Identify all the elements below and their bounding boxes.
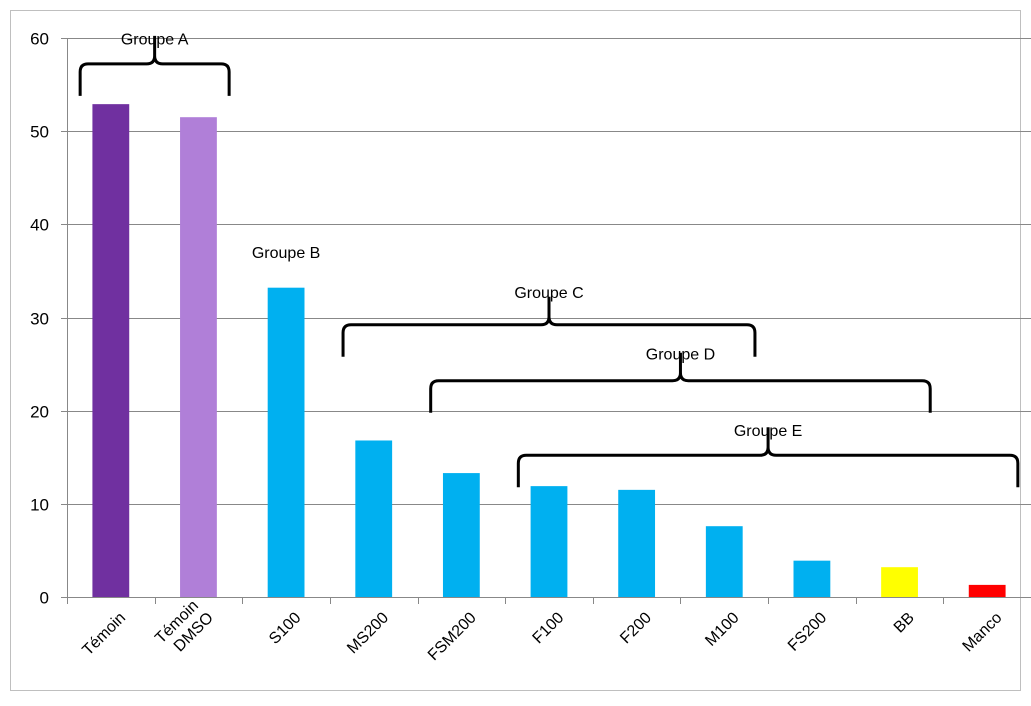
group-label: Groupe B xyxy=(252,245,320,262)
group-label: Groupe E xyxy=(734,423,802,440)
bar xyxy=(267,287,305,597)
bars xyxy=(92,104,1006,598)
bar xyxy=(442,473,480,597)
group-label: Groupe D xyxy=(646,346,715,363)
y-tick-label: 50 xyxy=(30,123,49,142)
bar xyxy=(180,117,217,598)
group-bracket xyxy=(78,35,231,96)
y-tick-label: 60 xyxy=(30,30,49,49)
bar xyxy=(705,526,743,597)
bar xyxy=(355,440,393,597)
bar xyxy=(968,584,1006,597)
group-label: Groupe A xyxy=(121,32,189,49)
bar xyxy=(881,567,918,597)
group-bracket xyxy=(341,296,757,357)
y-tick-label: 30 xyxy=(30,310,49,329)
group-bracket xyxy=(429,352,932,413)
group-annotations: Groupe A Groupe B Groupe C Groupe D Groupe E xyxy=(78,32,1020,488)
y-tick-label: 20 xyxy=(30,403,49,422)
y-tick-label: 10 xyxy=(30,496,49,515)
y-tick-label: 40 xyxy=(30,216,49,235)
bar xyxy=(793,560,831,597)
axes xyxy=(61,38,1031,604)
bar xyxy=(618,489,656,597)
bar xyxy=(530,486,568,597)
bar xyxy=(92,104,130,598)
y-tick-label: 0 xyxy=(40,589,49,608)
group-bracket xyxy=(516,427,1020,488)
chart-border xyxy=(10,10,1021,691)
y-tick-labels: 0 10 20 30 40 50 60 xyxy=(30,30,49,608)
group-label: Groupe C xyxy=(514,285,583,302)
